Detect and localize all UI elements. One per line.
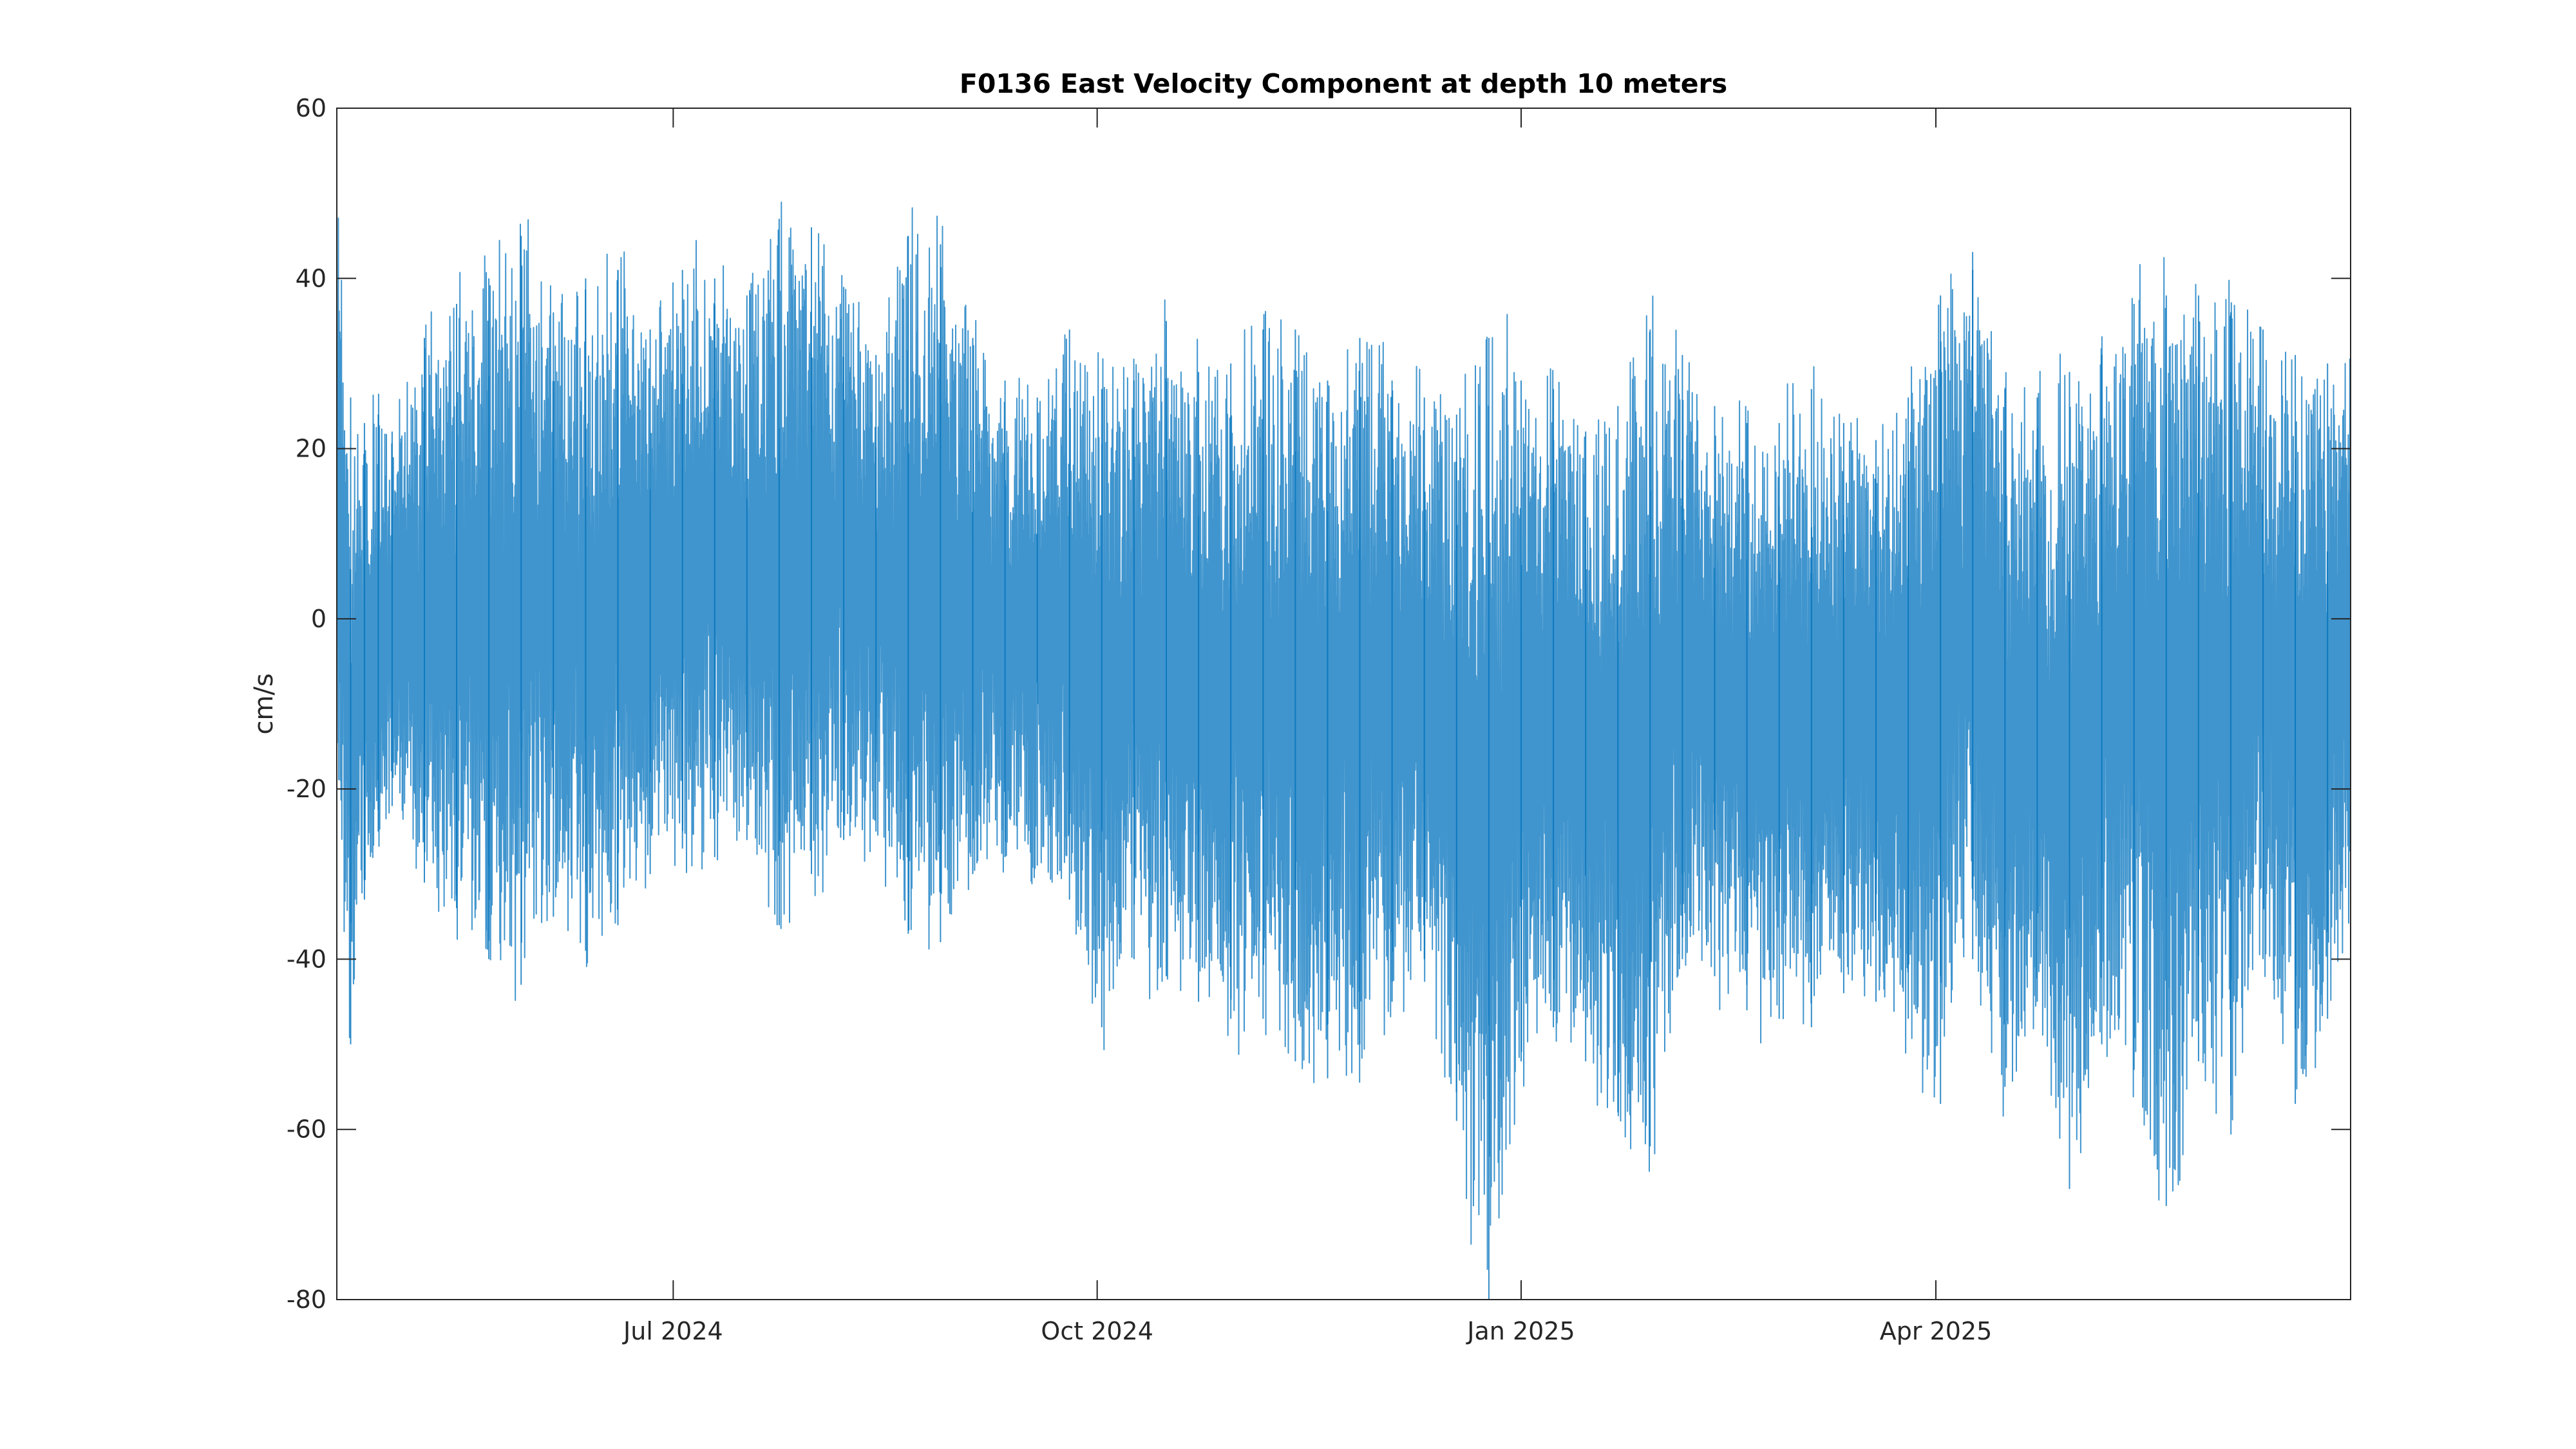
axes-box [336, 108, 2351, 1300]
x-tick-label: Jan 2025 [1466, 1317, 1575, 1345]
y-tick-label: 60 [296, 94, 327, 122]
y-tick-label: -60 [287, 1115, 327, 1144]
y-axis-label: cm/s [249, 673, 279, 734]
y-tick-label: 20 [296, 435, 327, 463]
y-tick-label: -40 [287, 945, 327, 973]
y-tick-label: 0 [311, 605, 327, 633]
y-tick-label: 40 [296, 264, 327, 292]
x-tick-label: Jul 2024 [622, 1317, 723, 1345]
axes: -80 -60 -40 -20 0 20 40 60 Jul 2024 Oct 2024 Jan 2… [287, 94, 2351, 1345]
y-tick-label: -20 [287, 775, 327, 803]
x-tick-label: Oct 2024 [1041, 1317, 1153, 1345]
chart-title: F0136 East Velocity Component at depth 1… [960, 68, 1727, 99]
series-line-0 [336, 202, 2351, 1270]
x-tick-label: Apr 2025 [1880, 1317, 1993, 1345]
y-tick-label: -80 [287, 1285, 327, 1314]
